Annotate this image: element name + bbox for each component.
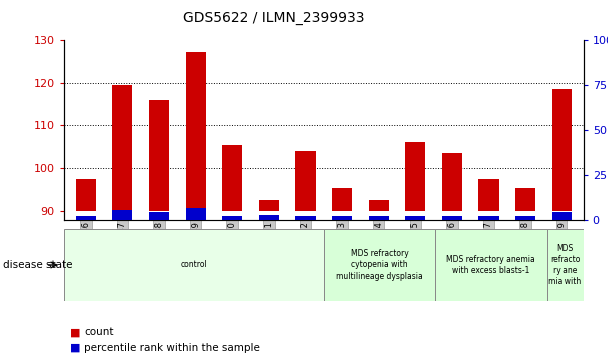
Text: control: control xyxy=(181,261,207,269)
Bar xyxy=(76,216,96,220)
Bar xyxy=(442,153,462,211)
Bar xyxy=(185,52,206,211)
Bar xyxy=(515,188,535,211)
Bar xyxy=(112,85,133,211)
Text: MDS refractory anemia
with excess blasts-1: MDS refractory anemia with excess blasts… xyxy=(446,255,535,275)
Bar xyxy=(64,229,323,301)
Bar xyxy=(185,208,206,220)
Bar xyxy=(435,229,547,301)
Bar xyxy=(259,215,279,220)
Bar xyxy=(478,179,499,211)
Bar xyxy=(259,200,279,211)
Bar xyxy=(76,179,96,211)
Text: count: count xyxy=(84,327,114,337)
Bar xyxy=(332,216,352,220)
Bar xyxy=(442,216,462,220)
Bar xyxy=(515,216,535,220)
Bar xyxy=(551,212,572,220)
Bar xyxy=(405,142,426,211)
Bar xyxy=(222,216,243,220)
Bar xyxy=(547,229,584,301)
Text: ■: ■ xyxy=(70,343,80,353)
Bar xyxy=(149,100,169,211)
Bar xyxy=(332,188,352,211)
Text: disease state: disease state xyxy=(3,260,72,270)
Bar xyxy=(149,212,169,220)
Bar xyxy=(551,89,572,211)
Text: MDS refractory
cytopenia with
multilineage dysplasia: MDS refractory cytopenia with multilinea… xyxy=(336,249,423,281)
Bar xyxy=(478,216,499,220)
Bar xyxy=(222,145,243,211)
Bar xyxy=(295,216,316,220)
Text: MDS
refracto
ry ane
mia with: MDS refracto ry ane mia with xyxy=(548,244,582,286)
Text: GDS5622 / ILMN_2399933: GDS5622 / ILMN_2399933 xyxy=(183,11,364,25)
Text: ■: ■ xyxy=(70,327,80,337)
Text: percentile rank within the sample: percentile rank within the sample xyxy=(84,343,260,353)
Bar xyxy=(323,229,435,301)
Bar xyxy=(112,210,133,220)
Bar xyxy=(368,216,389,220)
Bar xyxy=(405,216,426,220)
Bar xyxy=(295,151,316,211)
Bar xyxy=(368,200,389,211)
